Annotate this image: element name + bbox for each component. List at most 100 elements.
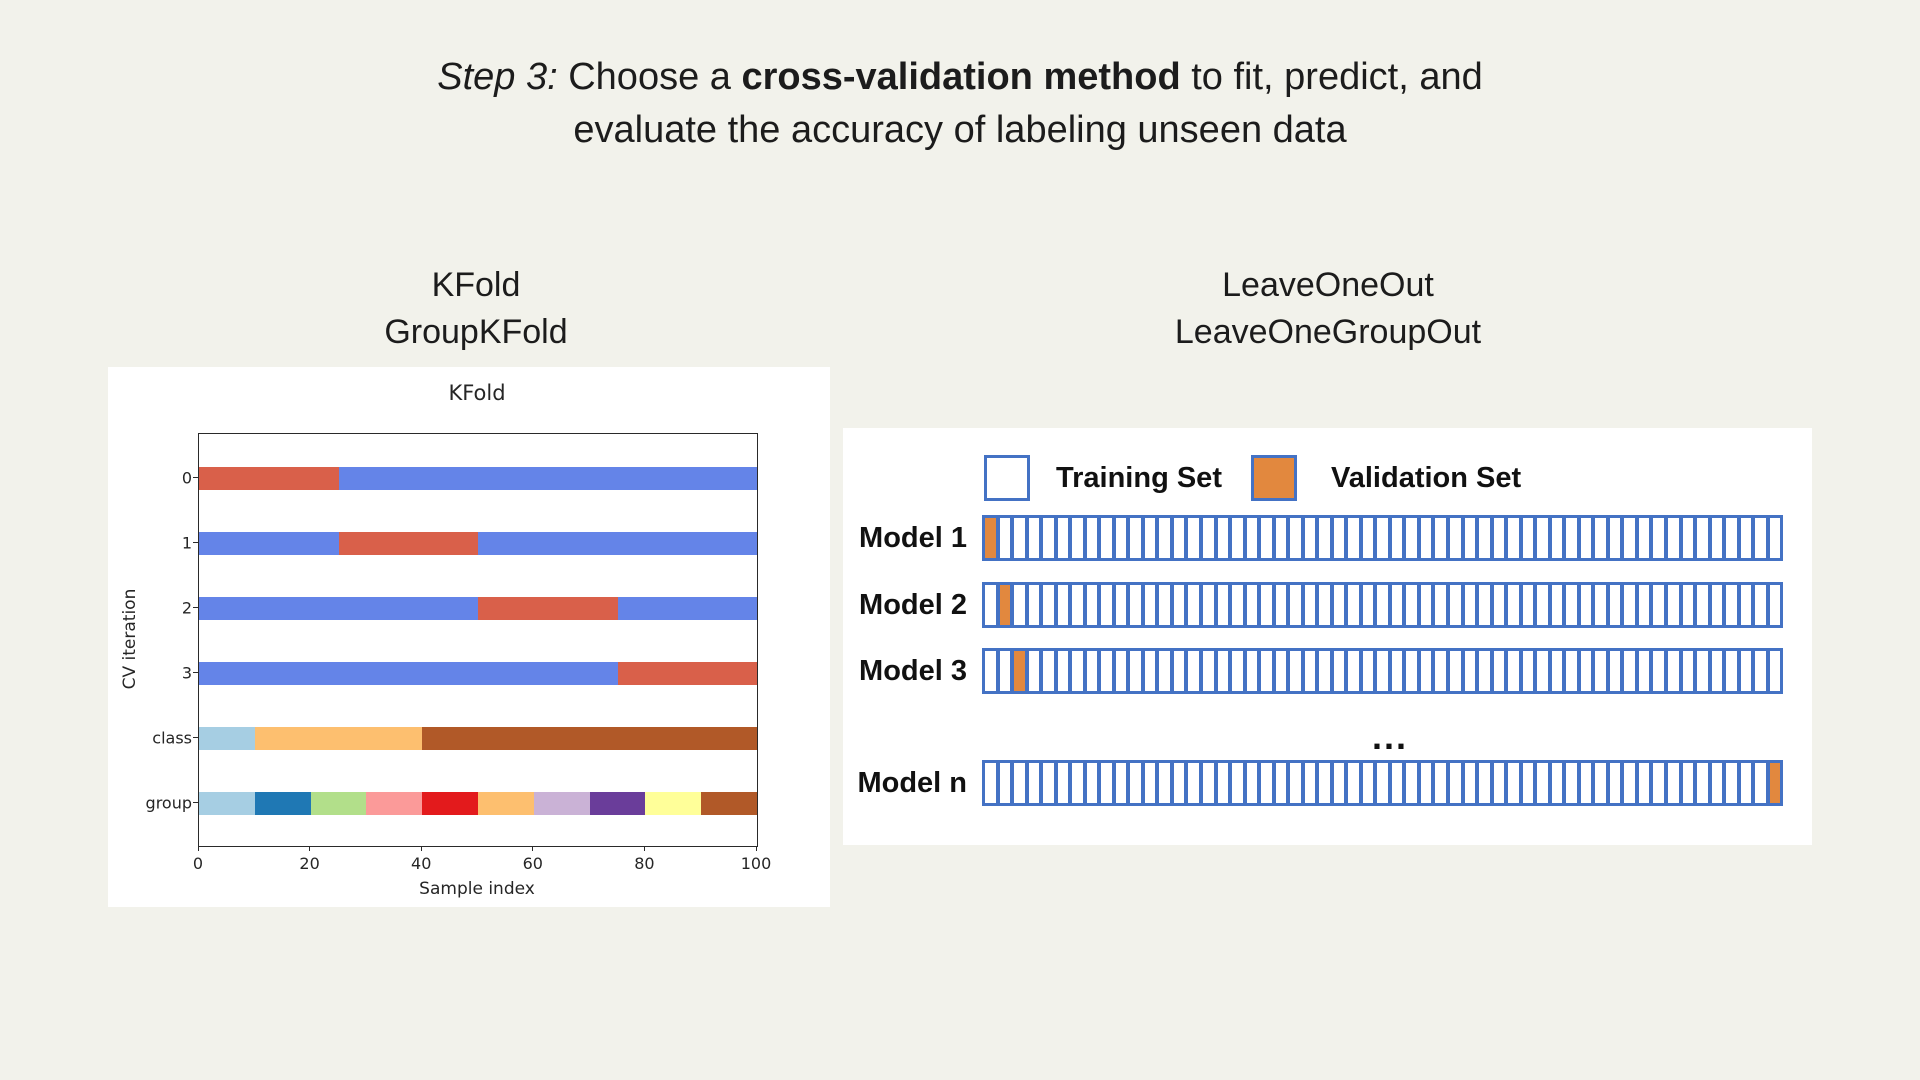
training-cell	[1217, 763, 1229, 803]
training-cell	[1173, 518, 1185, 558]
training-cell	[1537, 651, 1548, 691]
training-cell	[1232, 585, 1243, 625]
training-cell	[999, 518, 1011, 558]
training-cell	[1551, 763, 1563, 803]
training-cell	[1726, 518, 1737, 558]
training-cell	[1740, 763, 1752, 803]
x-tick-label: 60	[522, 854, 543, 873]
training-cell	[1697, 763, 1708, 803]
training-cell	[1580, 763, 1592, 803]
leaveoneout-section-heading: LeaveOneOut LeaveOneGroupOut	[1068, 262, 1588, 356]
training-cell	[1043, 585, 1054, 625]
kfold-chart-title: KFold	[448, 381, 506, 405]
training-cell	[1057, 651, 1069, 691]
training-cell	[1348, 763, 1359, 803]
cv-segment	[199, 467, 339, 490]
kfold-section-heading: KFold GroupKFold	[216, 262, 736, 356]
training-cell	[1159, 518, 1170, 558]
training-cell	[1580, 585, 1592, 625]
training-cell	[1769, 651, 1781, 691]
training-cell	[1290, 518, 1301, 558]
training-cell	[1144, 585, 1156, 625]
cv-segment	[617, 662, 757, 685]
training-cell	[1638, 585, 1650, 625]
cv-segment	[533, 792, 590, 815]
training-cell	[1086, 518, 1098, 558]
training-cell	[1450, 585, 1461, 625]
cv-segment	[199, 662, 618, 685]
kfold-chart-panel: KFold CV iteration Sample index 0 1 2 3 clas…	[108, 367, 830, 907]
title-text-after-bold: to fit, predict, and	[1180, 56, 1483, 98]
training-cell	[1362, 651, 1374, 691]
cv-segment	[366, 792, 423, 815]
cv-segment	[338, 467, 757, 490]
training-cell	[1551, 651, 1563, 691]
training-cell	[1159, 763, 1170, 803]
cv-segment	[199, 727, 255, 750]
training-cell	[1406, 651, 1417, 691]
training-cell	[1697, 585, 1708, 625]
y-tick-label: 2	[181, 598, 192, 617]
training-cell	[1101, 518, 1112, 558]
loo-diagram-panel: Training Set Validation Set Model 1 Mode…	[843, 428, 1812, 845]
training-cell	[1261, 651, 1272, 691]
training-cell	[1493, 518, 1505, 558]
training-cell	[1406, 518, 1417, 558]
training-cell	[1653, 518, 1664, 558]
training-cell	[1173, 763, 1185, 803]
title-line-1: Step 3: Choose a cross-validation method…	[0, 51, 1920, 104]
training-cell	[1217, 518, 1229, 558]
training-cell	[1609, 518, 1621, 558]
training-cell	[1014, 763, 1025, 803]
training-cell	[1697, 651, 1708, 691]
y-tick-mark	[193, 672, 198, 673]
training-cell	[1726, 585, 1737, 625]
cv-row-1	[199, 532, 757, 555]
training-cell	[1057, 585, 1069, 625]
cv-segment	[254, 792, 311, 815]
training-cell	[1667, 651, 1679, 691]
training-cell	[1159, 651, 1170, 691]
y-tick-label: 1	[181, 533, 192, 552]
y-tick-mark	[193, 477, 198, 478]
training-cell	[1406, 763, 1417, 803]
training-cell	[1667, 518, 1679, 558]
training-set-swatch	[984, 455, 1030, 501]
training-cell	[1319, 651, 1330, 691]
cv-segment	[617, 597, 757, 620]
y-tick-mark	[193, 607, 198, 608]
training-cell	[1014, 518, 1025, 558]
kfold-plot-area	[198, 433, 758, 847]
training-cell	[1464, 585, 1476, 625]
training-cell	[1304, 585, 1316, 625]
title-text-before-bold: Choose a	[557, 56, 742, 98]
x-tick-label: 100	[740, 854, 772, 873]
training-cell	[1566, 763, 1577, 803]
training-cell	[1595, 518, 1606, 558]
cv-segment	[338, 532, 478, 555]
training-set-label: Training Set	[1056, 462, 1222, 494]
training-cell	[1101, 585, 1112, 625]
training-cell	[1101, 651, 1112, 691]
training-cell	[1609, 585, 1621, 625]
cv-segment	[310, 792, 367, 815]
training-cell	[1580, 518, 1592, 558]
y-tick-mark	[193, 542, 198, 543]
x-tick-label: 0	[192, 854, 204, 873]
training-cell	[1377, 651, 1388, 691]
training-cell	[1653, 763, 1664, 803]
training-cell	[1130, 763, 1141, 803]
x-tick-label: 40	[411, 854, 432, 873]
training-cell	[1624, 651, 1635, 691]
training-cell	[1580, 651, 1592, 691]
training-cell	[1522, 763, 1534, 803]
training-cell	[1726, 651, 1737, 691]
cv-row-0	[199, 467, 757, 490]
training-cell	[1638, 651, 1650, 691]
page-title: Step 3: Choose a cross-validation method…	[0, 51, 1920, 157]
training-cell	[1028, 585, 1040, 625]
x-axis-label: Sample index	[419, 879, 535, 899]
training-cell	[1537, 763, 1548, 803]
training-cell	[1493, 651, 1505, 691]
cv-segment	[422, 727, 757, 750]
